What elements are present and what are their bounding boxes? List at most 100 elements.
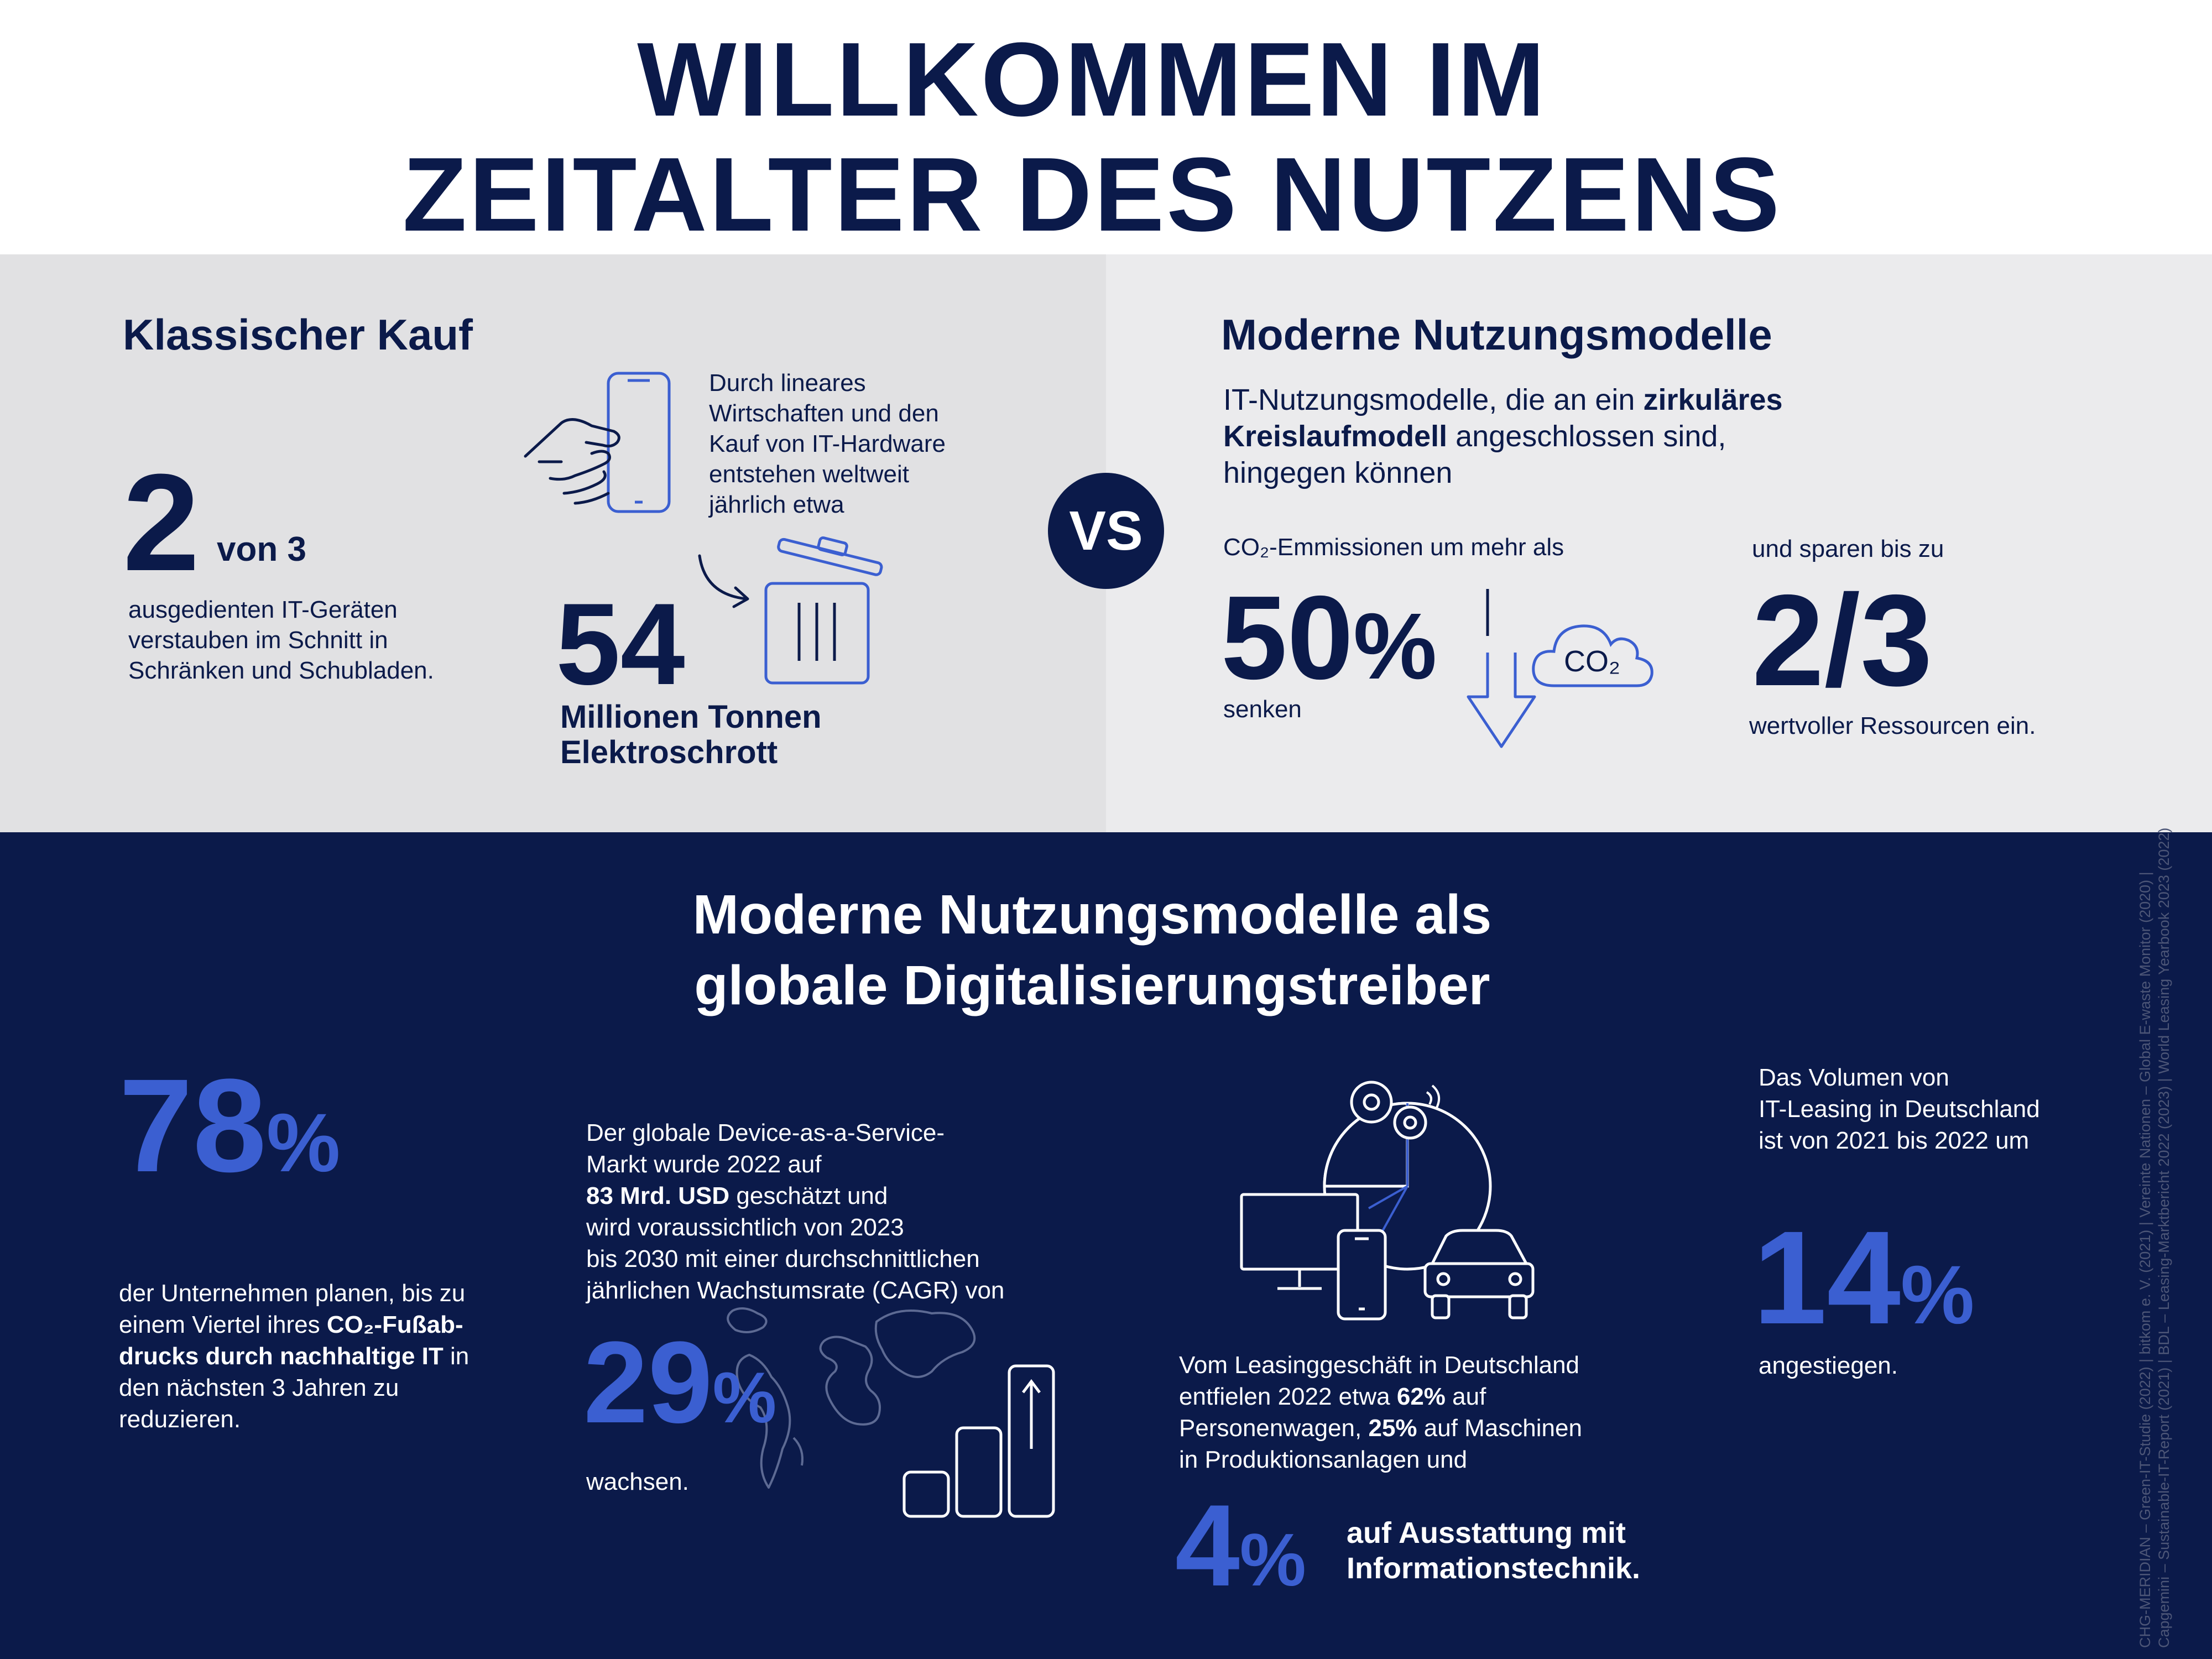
daas-line: Der globale Device-as-a-Service- <box>586 1119 945 1146</box>
daas-line: geschätzt und <box>729 1182 888 1209</box>
linear-economy-line: jährlich etwa <box>709 491 844 518</box>
vs-badge: VS <box>1048 473 1164 589</box>
phone-icon <box>1337 1229 1387 1321</box>
stat-54-number: 54 <box>556 579 685 709</box>
daas-line: wird voraussichtlich von 2023 <box>586 1214 904 1241</box>
leasing-line: auf Maschinen <box>1417 1415 1582 1442</box>
it-leasing-line: ist von 2021 bis 2022 um <box>1759 1127 2030 1154</box>
intro-highlight: Kreislaufmodell <box>1223 420 1448 453</box>
linear-economy-line: Kauf von IT-Hardware <box>709 430 946 457</box>
linear-economy-line: entstehen weltweit <box>709 461 909 488</box>
classic-purchase-panel <box>0 254 1106 832</box>
daas-line: jährlichen Wachstumsrate (CAGR) von <box>586 1277 1005 1304</box>
modern-usage-intro: IT-Nutzungsmodelle, die an ein zirkuläre… <box>1223 382 1783 491</box>
stat-4-percent: % <box>1239 1518 1306 1601</box>
resources-number: 2/3 <box>1752 567 1933 713</box>
heading-line: globale Digitalisierungstreiber <box>694 954 1490 1016</box>
leasing-text: Vom Leasinggeschäft in Deutschland entfi… <box>1179 1349 1582 1475</box>
stat-14-percent: % <box>1900 1248 1975 1341</box>
world-map-icon <box>727 1307 1055 1518</box>
sources-line: CHG-MERIDIAN – Green-IT-Studie (2022) | … <box>2137 872 2153 1648</box>
car-icon <box>1423 1229 1535 1319</box>
trash-bin-icon <box>764 536 883 685</box>
stat-78-highlight: CO₂-Fußab- <box>326 1311 463 1338</box>
heading-line: Moderne Nutzungsmodelle als <box>692 884 1492 946</box>
classic-purchase-heading: Klassischer Kauf <box>123 310 473 359</box>
stat-two-suffix: von 3 <box>217 530 306 568</box>
modern-usage-heading: Moderne Nutzungsmodelle <box>1221 310 1772 359</box>
linear-economy-text: Durch lineares Wirtschaften und den Kauf… <box>709 368 946 520</box>
stat-4-number: 4 <box>1175 1480 1240 1610</box>
sources-footnote: CHG-MERIDIAN – Green-IT-Studie (2022) | … <box>2136 827 2212 1648</box>
stat-14-number: 14 <box>1753 1203 1901 1352</box>
linear-economy-line: Wirtschaften und den <box>709 400 939 427</box>
stat-78-highlight: drucks durch nachhaltige IT <box>119 1343 444 1370</box>
stat-78-line: reduzieren. <box>119 1406 241 1433</box>
stat-29: 29% <box>583 1324 776 1441</box>
leasing-line: in Produktionsanlagen und <box>1179 1446 1468 1473</box>
stat-78-text: der Unternehmen planen, bis zu einem Vie… <box>119 1277 469 1435</box>
co2-stat: 50% <box>1221 578 1437 697</box>
stat-29-percent: % <box>712 1357 777 1438</box>
arrow-curve-icon <box>698 554 749 608</box>
resources-label: und sparen bis zu <box>1752 535 1944 562</box>
stat-4-line: Informationstechnik. <box>1347 1552 1641 1585</box>
digitalization-panel <box>0 832 2212 1659</box>
pie-chart-icon <box>1323 1102 1409 1188</box>
page-title: WILLKOMMEN IM ZEITALTER DES NUTZENS <box>0 22 2184 252</box>
leasing-devices-illustration <box>1240 1081 1535 1321</box>
leasing-line: auf <box>1445 1383 1486 1410</box>
daas-line: bis 2030 mit einer durchschnittlichen <box>586 1245 980 1272</box>
intro-text: IT-Nutzungsmodelle, die an ein <box>1223 383 1644 416</box>
stat-78-line: den nächsten 3 Jahren zu <box>119 1374 399 1401</box>
intro-highlight: zirkuläres <box>1643 383 1783 416</box>
leasing-highlight: 25% <box>1368 1415 1417 1442</box>
stat-two-text-line: verstauben im Schnitt in <box>128 627 388 654</box>
stat-two-number: 2 <box>123 445 200 599</box>
stat-14: 14% <box>1753 1211 1974 1344</box>
leasing-highlight: 62% <box>1396 1383 1446 1410</box>
stat-4-line: auf Ausstattung mit <box>1347 1516 1626 1550</box>
intro-text: hingegen können <box>1223 456 1453 489</box>
co2-verb: senken <box>1223 696 1302 723</box>
leasing-line: entfielen 2022 etwa <box>1179 1383 1397 1410</box>
stat-29-number: 29 <box>583 1317 713 1447</box>
daas-line: Markt wurde 2022 auf <box>586 1151 822 1178</box>
resources-text: wertvoller Ressourcen ein. <box>1749 712 2036 739</box>
stat-54-line: Elektroschrott <box>560 734 778 770</box>
stat-78: 78% <box>119 1059 340 1192</box>
stat-78-percent: % <box>266 1096 341 1189</box>
stat-two-text: ausgedienten IT-Geräten verstauben im Sc… <box>128 594 434 686</box>
it-leasing-line: IT-Leasing in Deutschland <box>1759 1095 2040 1123</box>
stat-4: 4% <box>1175 1488 1306 1604</box>
stat-54-text: Millionen Tonnen Elektroschrott <box>560 700 822 770</box>
digitalization-heading: Moderne Nutzungsmodelle als globale Digi… <box>0 879 2184 1021</box>
co2-cloud-label: CO₂ <box>1564 645 1620 678</box>
leasing-line: Personenwagen, <box>1179 1415 1369 1442</box>
co2-label: CO₂-Emmissionen um mehr als <box>1223 534 1564 561</box>
hand-holding-phone-icon <box>524 372 671 513</box>
stat-78-number: 78 <box>119 1051 267 1199</box>
it-leasing-line: Das Volumen von <box>1759 1064 1949 1091</box>
title-line-1: WILLKOMMEN IM <box>637 21 1547 138</box>
stat-78-line: in <box>443 1343 469 1370</box>
stat-14-verb: angestiegen. <box>1759 1352 1898 1379</box>
linear-economy-line: Durch lineares <box>709 369 866 397</box>
title-line-2: ZEITALTER DES NUTZENS <box>402 136 1782 253</box>
stat-54-line: Millionen Tonnen <box>560 699 822 735</box>
daas-highlight: 83 Mrd. USD <box>586 1182 730 1209</box>
stat-two-text-line: Schränken und Schubladen. <box>128 657 434 684</box>
stat-4-text: auf Ausstattung mit Informationstechnik. <box>1347 1515 1640 1586</box>
stat-29-verb: wachsen. <box>586 1468 689 1495</box>
sources-line: Capgemini – Sustainable-IT-Report (2021)… <box>2156 827 2172 1648</box>
stat-two-text-line: ausgedienten IT-Geräten <box>128 596 398 623</box>
gears-icon <box>1350 1081 1427 1140</box>
co2-cloud-icon <box>1532 624 1653 687</box>
stat-78-line: der Unternehmen planen, bis zu <box>119 1280 466 1307</box>
down-arrow-icon <box>1467 589 1536 748</box>
modern-usage-panel <box>1106 254 2212 832</box>
co2-percent: % <box>1353 594 1437 699</box>
it-leasing-text: Das Volumen von IT-Leasing in Deutschlan… <box>1759 1062 2040 1156</box>
leasing-line: Vom Leasinggeschäft in Deutschland <box>1179 1352 1580 1379</box>
intro-text: angeschlossen sind, <box>1447 420 1726 453</box>
